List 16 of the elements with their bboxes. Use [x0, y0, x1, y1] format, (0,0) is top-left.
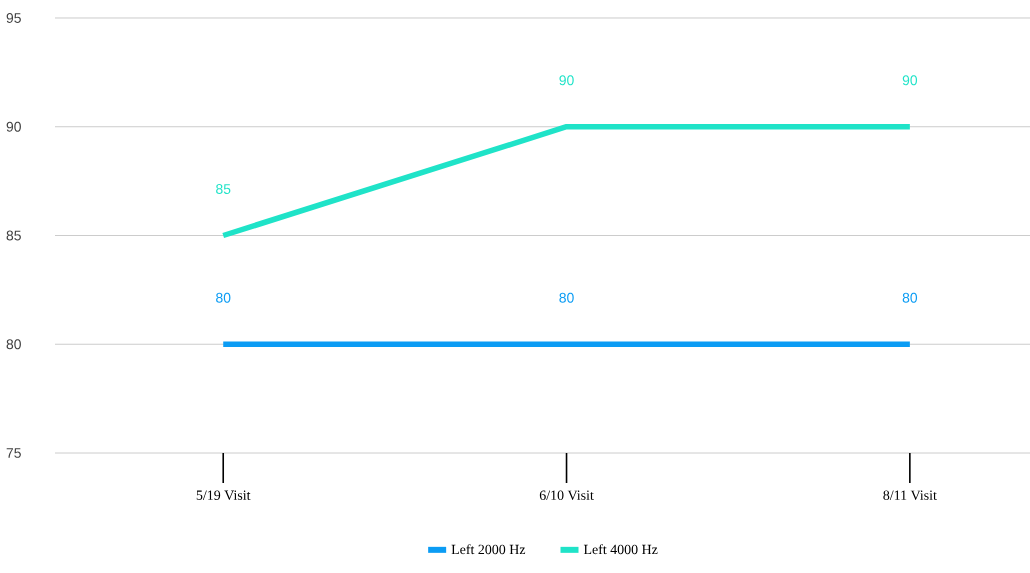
y-tick-label: 95 — [6, 13, 21, 23]
data-label: 90 — [559, 75, 574, 86]
legend-label: Left 4000 Hz — [583, 544, 658, 555]
y-tick-label: 90 — [6, 121, 21, 132]
data-label: 80 — [902, 292, 918, 303]
y-tick-label: 85 — [6, 230, 21, 241]
data-label: 90 — [902, 75, 918, 86]
data-label: 85 — [216, 184, 231, 194]
data-label: 80 — [216, 292, 231, 303]
x-tick-label: 6/10 Visit — [539, 490, 594, 501]
data-label: 80 — [559, 292, 574, 303]
x-tick-label: 8/11 Visit — [883, 490, 937, 501]
legend-label: Left 2000 Hz — [451, 544, 526, 555]
x-tick-label: 5/19 Visit — [196, 490, 251, 500]
y-tick-label: 80 — [6, 339, 21, 350]
y-tick-label: 75 — [6, 448, 21, 458]
